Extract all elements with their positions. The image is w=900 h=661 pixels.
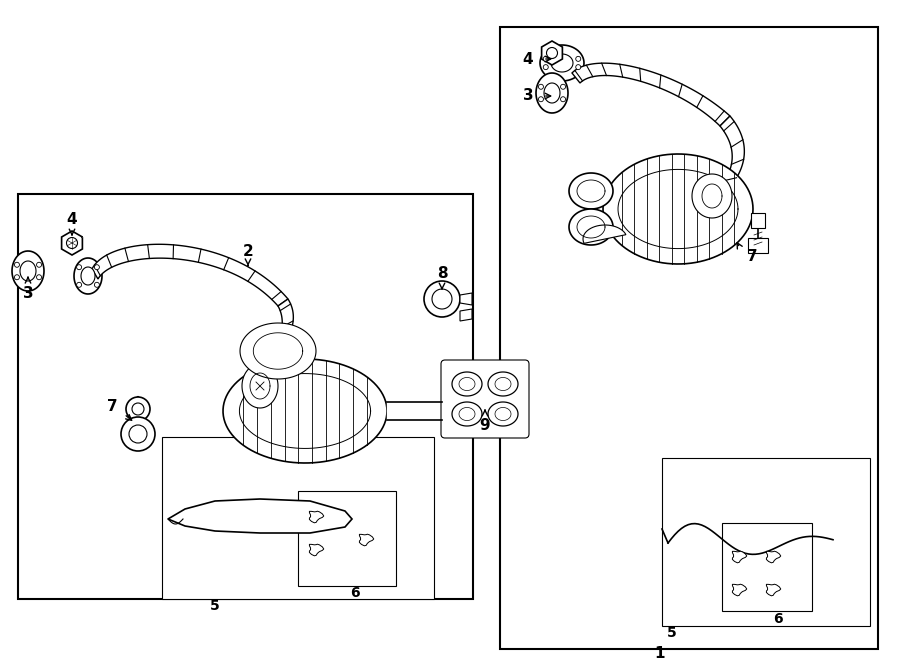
Circle shape bbox=[67, 237, 77, 249]
Circle shape bbox=[538, 84, 544, 89]
Circle shape bbox=[132, 403, 144, 415]
Circle shape bbox=[76, 264, 82, 270]
Text: 3: 3 bbox=[523, 89, 534, 104]
Polygon shape bbox=[748, 238, 768, 253]
Text: 7: 7 bbox=[747, 249, 757, 264]
Polygon shape bbox=[495, 377, 511, 391]
Polygon shape bbox=[536, 73, 568, 113]
Polygon shape bbox=[603, 154, 753, 264]
Text: 9: 9 bbox=[480, 418, 491, 434]
Text: 7: 7 bbox=[107, 399, 117, 414]
Polygon shape bbox=[460, 293, 472, 305]
Circle shape bbox=[94, 264, 99, 270]
Circle shape bbox=[37, 275, 41, 280]
Polygon shape bbox=[767, 584, 781, 596]
Text: 5: 5 bbox=[667, 626, 677, 640]
Polygon shape bbox=[255, 299, 293, 391]
Polygon shape bbox=[240, 323, 316, 379]
Circle shape bbox=[129, 425, 147, 443]
Circle shape bbox=[538, 97, 544, 102]
Polygon shape bbox=[572, 63, 730, 126]
Polygon shape bbox=[81, 267, 95, 285]
Polygon shape bbox=[459, 377, 475, 391]
Circle shape bbox=[561, 97, 565, 102]
Polygon shape bbox=[310, 544, 324, 556]
Circle shape bbox=[121, 417, 155, 451]
Polygon shape bbox=[223, 359, 387, 463]
Text: 4: 4 bbox=[523, 52, 534, 67]
Polygon shape bbox=[495, 407, 511, 420]
Circle shape bbox=[544, 56, 548, 61]
Text: 8: 8 bbox=[436, 266, 447, 280]
Polygon shape bbox=[242, 364, 278, 408]
Bar bbox=[18, 194, 473, 599]
Polygon shape bbox=[751, 213, 765, 228]
Polygon shape bbox=[583, 225, 626, 243]
Bar bbox=[500, 27, 878, 649]
Text: 3: 3 bbox=[22, 286, 33, 301]
FancyBboxPatch shape bbox=[441, 360, 529, 438]
Circle shape bbox=[544, 65, 548, 69]
Polygon shape bbox=[74, 258, 102, 294]
Text: 2: 2 bbox=[243, 243, 254, 258]
Polygon shape bbox=[488, 402, 518, 426]
Circle shape bbox=[76, 282, 82, 288]
Circle shape bbox=[432, 289, 452, 309]
Bar bbox=[162, 437, 434, 599]
Polygon shape bbox=[20, 261, 36, 281]
Text: 4: 4 bbox=[67, 212, 77, 227]
Circle shape bbox=[576, 56, 580, 61]
Polygon shape bbox=[692, 174, 732, 218]
Polygon shape bbox=[452, 402, 482, 426]
Polygon shape bbox=[460, 309, 472, 321]
Polygon shape bbox=[551, 54, 573, 72]
Circle shape bbox=[561, 84, 565, 89]
Circle shape bbox=[126, 397, 150, 421]
Polygon shape bbox=[12, 251, 44, 291]
Polygon shape bbox=[310, 511, 324, 523]
Text: 6: 6 bbox=[350, 586, 360, 600]
Polygon shape bbox=[569, 173, 613, 209]
Circle shape bbox=[576, 65, 580, 69]
Circle shape bbox=[14, 275, 20, 280]
Polygon shape bbox=[542, 41, 562, 65]
Bar bbox=[722, 523, 812, 611]
Polygon shape bbox=[569, 209, 613, 245]
Circle shape bbox=[546, 48, 557, 59]
Polygon shape bbox=[359, 534, 374, 546]
Polygon shape bbox=[544, 83, 560, 103]
Polygon shape bbox=[540, 45, 584, 81]
Text: 6: 6 bbox=[773, 612, 783, 626]
Circle shape bbox=[37, 262, 41, 267]
Polygon shape bbox=[168, 499, 352, 533]
Polygon shape bbox=[733, 584, 747, 596]
Text: 1: 1 bbox=[655, 646, 665, 661]
Polygon shape bbox=[488, 372, 518, 396]
Polygon shape bbox=[61, 231, 83, 255]
Bar bbox=[662, 458, 870, 626]
Polygon shape bbox=[452, 372, 482, 396]
Polygon shape bbox=[459, 407, 475, 420]
Text: 5: 5 bbox=[210, 599, 220, 613]
Polygon shape bbox=[708, 116, 744, 199]
Circle shape bbox=[424, 281, 460, 317]
Polygon shape bbox=[767, 551, 781, 563]
Polygon shape bbox=[733, 551, 747, 563]
Circle shape bbox=[14, 262, 20, 267]
Circle shape bbox=[94, 282, 99, 288]
Polygon shape bbox=[92, 245, 288, 306]
Bar bbox=[298, 491, 396, 586]
